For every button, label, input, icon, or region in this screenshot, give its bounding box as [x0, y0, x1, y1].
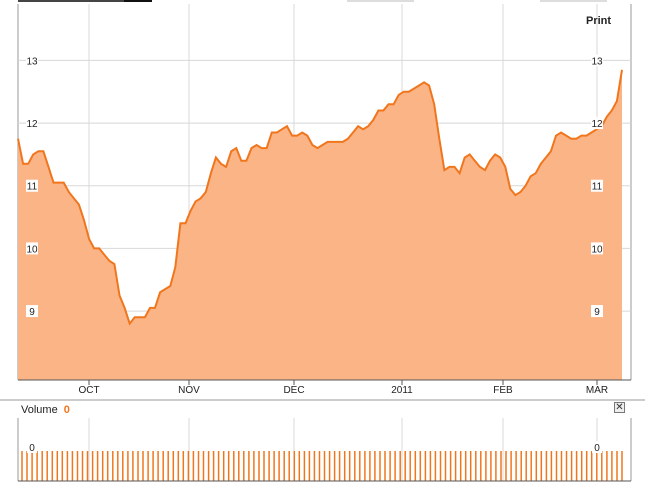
- y-tick-bg: [591, 305, 603, 318]
- y-tick-label-right: 11: [592, 182, 603, 193]
- volume-axis-label-left: 0: [29, 443, 35, 454]
- y-tick-bg: [591, 54, 603, 67]
- volume-axis-label-bg: [592, 441, 602, 453]
- volume-axis-label-bg: [27, 441, 37, 453]
- y-tick-label-left-box: 12: [26, 117, 38, 130]
- x-axis-ticks: OCT NOV DEC 2011 FEB MAR: [78, 380, 608, 396]
- x-tick-label: DEC: [283, 385, 304, 396]
- y-tick-label-left: 12: [26, 119, 38, 130]
- y-tick-label-right: 13: [591, 56, 603, 67]
- price-line: [17, 69, 623, 326]
- volume-label: Volume: [21, 404, 58, 416]
- y-tick-bg: [26, 117, 38, 130]
- x-tick-label: FEB: [493, 385, 513, 396]
- volume-title: Volume 0: [21, 404, 70, 416]
- y-tick-bg: [591, 242, 603, 255]
- volume-value: 0: [63, 404, 70, 416]
- print-button[interactable]: Print: [586, 15, 612, 27]
- y-tick-label-right: 9: [594, 307, 600, 318]
- y-tick-bg: [26, 179, 38, 192]
- x-tick-label: MAR: [586, 385, 608, 396]
- x-tick-label: 2011: [391, 385, 413, 396]
- y-tick-label-right: 12: [591, 119, 603, 130]
- y-tick-bg: [26, 242, 38, 255]
- y-tick-label-right-box: 13: [591, 54, 603, 67]
- volume-axis-label-right: 0: [594, 443, 600, 454]
- y-tick-bg: [26, 54, 38, 67]
- y-axis-ticks: 9 9 10 10 11 11 12 12 13 13: [26, 54, 603, 318]
- y-tick-bg: [591, 179, 603, 192]
- price-area: [18, 69, 622, 381]
- y-tick-bg: [26, 305, 38, 318]
- y-tick-bg: [591, 117, 603, 130]
- y-tick-label-left: 10: [26, 244, 38, 255]
- y-tick-label-left-box: 11: [26, 179, 38, 193]
- volume-bars: [21, 451, 623, 481]
- y-tick-label-right-box: 12: [591, 117, 603, 130]
- x-tick-label: NOV: [178, 385, 200, 396]
- x-tick-label: OCT: [78, 385, 99, 396]
- y-tick-label-left-box: 13: [26, 54, 38, 67]
- y-tick-label-right: 10: [591, 244, 603, 255]
- close-icon[interactable]: ✕: [614, 402, 625, 413]
- y-tick-label-left: 11: [27, 182, 38, 193]
- y-tick-label-right-box: 11: [591, 179, 603, 193]
- y-tick-label-right-box: 10: [591, 242, 603, 255]
- y-tick-label-right-box: 9: [591, 305, 603, 318]
- y-tick-label-left: 13: [26, 56, 38, 67]
- y-tick-label-left: 9: [29, 307, 35, 318]
- y-tick-label-left-box: 10: [26, 242, 38, 255]
- y-tick-label-left-box: 9: [26, 305, 38, 318]
